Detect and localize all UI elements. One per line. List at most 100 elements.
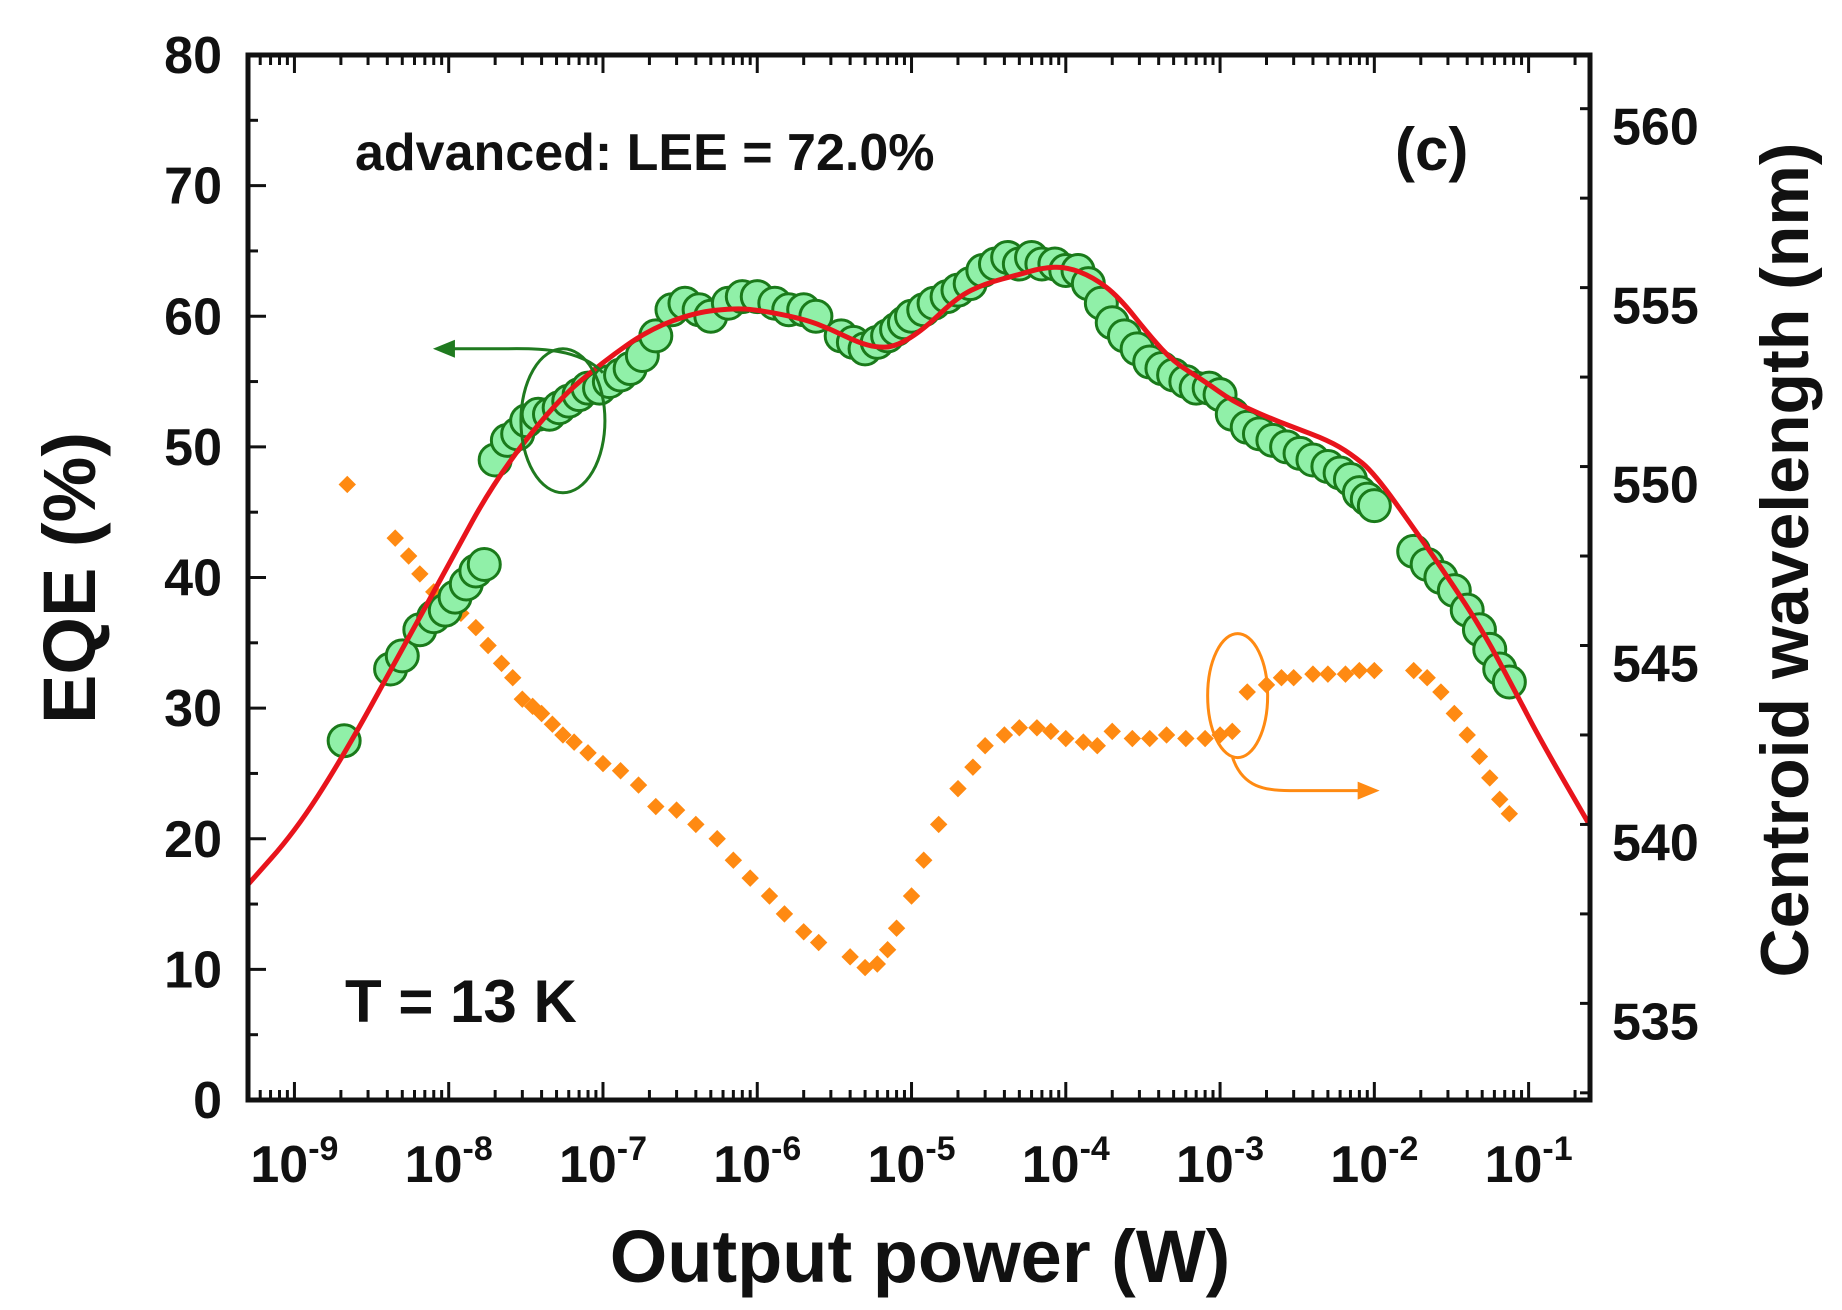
temperature-annotation: T = 13 K bbox=[345, 968, 577, 1035]
wavelength-point bbox=[887, 919, 906, 937]
wavelength-point bbox=[543, 715, 562, 733]
wavelength-point bbox=[902, 887, 921, 905]
wavelength-point bbox=[1141, 729, 1159, 748]
wavelength-point bbox=[1272, 668, 1291, 687]
wavelength-point bbox=[399, 547, 418, 565]
wavelength-point bbox=[1491, 790, 1509, 809]
x-tick-label: 10-1 bbox=[1485, 1130, 1573, 1194]
eqe-fit-line bbox=[248, 264, 1590, 887]
eqe-axis-arrow-head bbox=[432, 339, 455, 358]
wavelength-point bbox=[1470, 747, 1489, 766]
wavelength-point bbox=[995, 726, 1014, 744]
wavelength-point bbox=[1284, 668, 1303, 687]
wavelength-point bbox=[724, 851, 743, 869]
wavelength-point bbox=[386, 529, 404, 547]
wavelength-point bbox=[794, 923, 813, 941]
y-axis-title: EQE (%) bbox=[28, 432, 111, 724]
y2-axis-ticks: 535 540 545 550 555 560 bbox=[1580, 99, 1699, 1095]
panel-label: (c) bbox=[1395, 116, 1468, 183]
wavelength-point bbox=[1500, 804, 1519, 823]
x-axis-ticks: 10-9 10-8 10-7 10-6 10-5 10-4 10-3 10-2 10-1 bbox=[246, 55, 1577, 1194]
wavelength-point bbox=[1350, 661, 1369, 680]
eqe-axis-ellipse bbox=[519, 347, 607, 495]
wavelength-point bbox=[1123, 729, 1142, 748]
wavelength-point bbox=[964, 758, 982, 776]
eqe-point bbox=[466, 546, 502, 582]
y-tick-label: 40 bbox=[164, 550, 222, 608]
y2-tick-label: 550 bbox=[1612, 456, 1699, 514]
wavelength-axis-arrow-head bbox=[1357, 781, 1380, 800]
y-tick-label: 20 bbox=[164, 811, 222, 869]
eqe-axis-arrow-line bbox=[450, 347, 605, 374]
wavelength-point bbox=[1481, 769, 1499, 787]
wavelength-point bbox=[760, 887, 779, 905]
wavelength-point bbox=[1088, 736, 1106, 755]
wavelength-point bbox=[1458, 726, 1476, 744]
y-tick-label: 30 bbox=[164, 680, 222, 738]
wavelength-point bbox=[1223, 722, 1241, 741]
wavelength-point bbox=[1196, 729, 1214, 748]
wavelength-point bbox=[708, 830, 726, 848]
x-tick-label: 10-5 bbox=[867, 1130, 955, 1194]
wavelength-point bbox=[532, 704, 551, 723]
wavelength-point bbox=[878, 940, 897, 959]
wavelength-point bbox=[565, 733, 583, 751]
wavelength-point bbox=[687, 815, 705, 834]
wavelength-point bbox=[1336, 665, 1355, 683]
wavelength-point bbox=[949, 779, 967, 798]
wavelength-point bbox=[579, 744, 597, 762]
wavelength-point bbox=[1418, 668, 1436, 687]
y-tick-label: 0 bbox=[193, 1072, 222, 1130]
wavelength-point bbox=[841, 948, 859, 966]
wavelength-point bbox=[513, 690, 532, 708]
y-tick-label: 10 bbox=[164, 941, 222, 999]
y-tick-label: 50 bbox=[164, 419, 222, 477]
wavelength-point bbox=[1010, 719, 1029, 737]
y2-axis-title: Centroid wavelength (nm) bbox=[1747, 143, 1823, 978]
wavelength-point bbox=[1177, 729, 1195, 748]
wavelength-point bbox=[1238, 683, 1256, 701]
x-tick-label: 10-3 bbox=[1176, 1130, 1264, 1194]
y-tick-label: 80 bbox=[164, 27, 222, 85]
subtitle-annotation: advanced: LEE = 72.0% bbox=[355, 124, 935, 182]
wavelength-point bbox=[1405, 661, 1423, 680]
wavelength-point bbox=[775, 905, 794, 923]
wavelength-point bbox=[554, 726, 572, 744]
wavelength-point bbox=[1445, 704, 1464, 723]
wavelength-point bbox=[1365, 661, 1384, 680]
wavelength-point bbox=[504, 668, 522, 687]
x-tick-label: 10-9 bbox=[250, 1130, 338, 1194]
y2-tick-label: 545 bbox=[1612, 635, 1699, 693]
y-axis-ticks: 0 10 20 30 40 50 60 70 80 bbox=[164, 27, 266, 1130]
x-tick-label: 10-6 bbox=[713, 1130, 801, 1194]
wavelength-axis-ellipse bbox=[1206, 632, 1270, 760]
y-tick-label: 70 bbox=[164, 158, 222, 216]
wavelength-point bbox=[467, 618, 485, 637]
y2-tick-label: 560 bbox=[1612, 99, 1699, 157]
wavelength-point bbox=[929, 815, 948, 834]
x-axis-title: Output power (W) bbox=[610, 1215, 1231, 1298]
wavelength-point bbox=[1028, 719, 1046, 737]
wavelength-axis-arrow-line bbox=[1231, 757, 1360, 793]
wavelength-point bbox=[338, 475, 356, 494]
wavelength-point bbox=[611, 762, 630, 780]
wavelength-point bbox=[667, 801, 686, 819]
wavelength-point bbox=[1319, 665, 1337, 683]
wavelength-point bbox=[629, 776, 648, 794]
wavelength-point bbox=[1074, 733, 1093, 751]
wavelength-point bbox=[1057, 729, 1075, 748]
x-tick-label: 10-7 bbox=[559, 1130, 647, 1194]
eqe-point bbox=[1356, 488, 1392, 524]
wavelength-point bbox=[1304, 665, 1322, 683]
wavelength-point bbox=[479, 636, 497, 655]
wavelength-point bbox=[809, 933, 828, 952]
x-tick-label: 10-8 bbox=[405, 1130, 493, 1194]
y2-tick-label: 535 bbox=[1612, 993, 1699, 1051]
wavelength-point bbox=[411, 565, 429, 583]
y2-tick-label: 555 bbox=[1612, 278, 1699, 336]
wavelength-point bbox=[741, 869, 759, 887]
wavelength-point bbox=[1042, 722, 1060, 741]
